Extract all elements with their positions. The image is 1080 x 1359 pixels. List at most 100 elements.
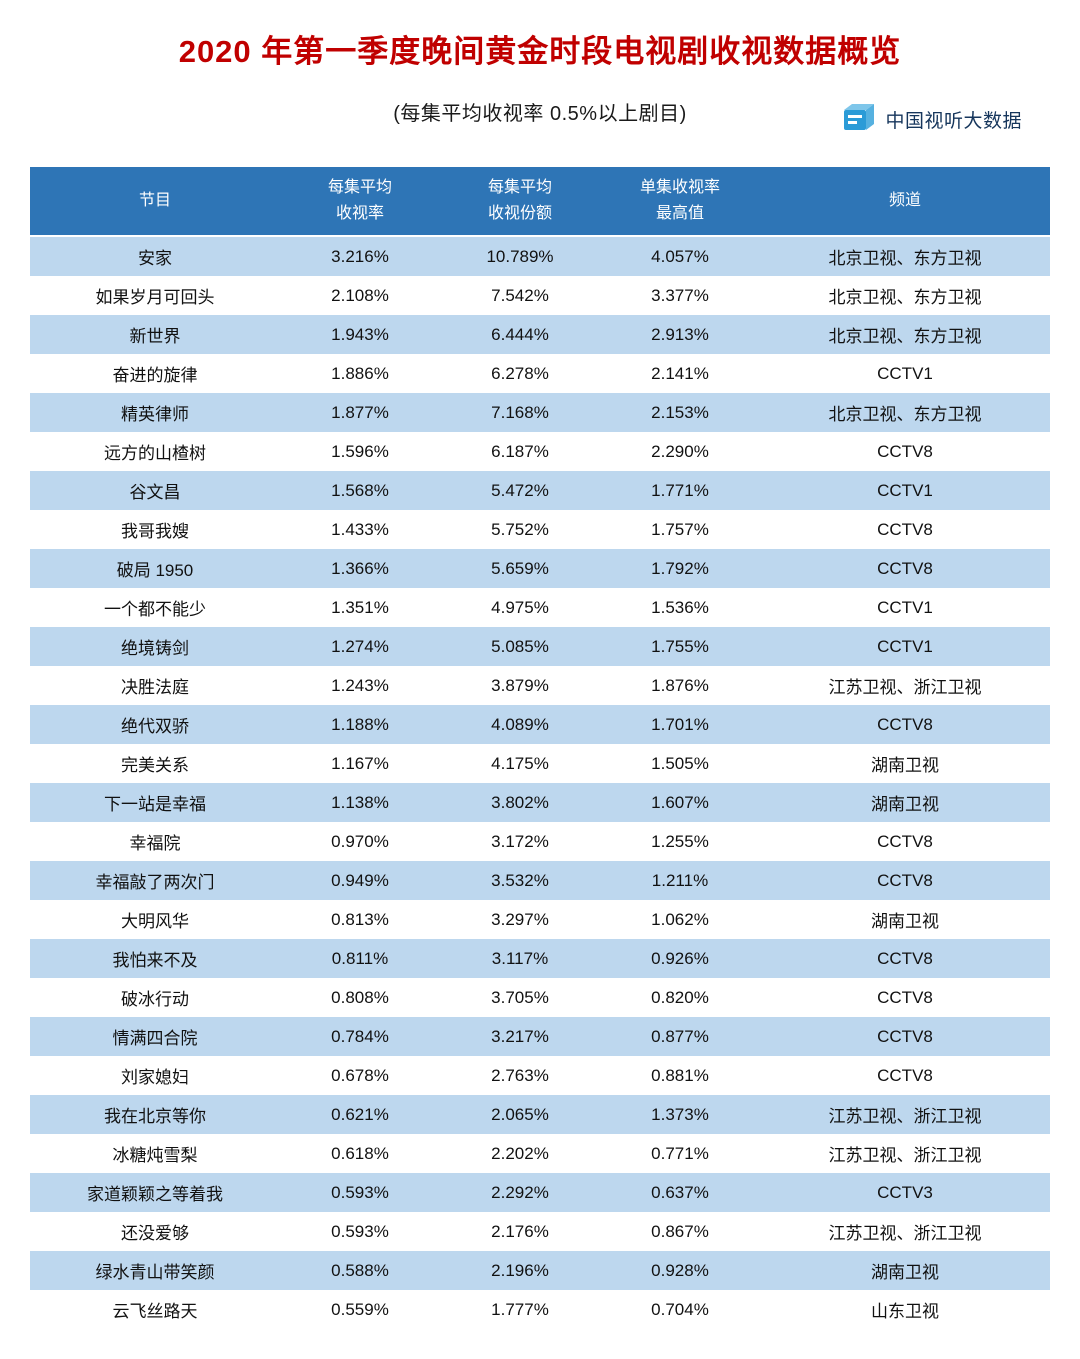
program-cell: 幸福敲了两次门 — [95, 873, 215, 892]
avg-share-cell: 5.752% — [491, 519, 549, 539]
avg-rating-cell: 0.949% — [331, 870, 389, 890]
table-row: 决胜法庭 1.243% 3.879% 1.876% 江苏卫视、浙江卫视 — [30, 666, 1050, 705]
max-rating-cell: 2.153% — [651, 402, 709, 422]
ratings-table: 节目 每集平均 收视率 每集平均 收视份额 单集收视率 最高值 频道 安家 3.2… — [30, 167, 1050, 1329]
avg-rating-cell: 0.813% — [331, 909, 389, 929]
program-cell: 还没爱够 — [121, 1224, 189, 1243]
program-cell: 绝代双骄 — [121, 717, 189, 736]
channel-cell: CCTV1 — [877, 597, 933, 617]
table-row: 家道颖颖之等着我 0.593% 2.292% 0.637% CCTV3 — [30, 1173, 1050, 1212]
channel-cell: 江苏卫视、浙江卫视 — [828, 678, 982, 697]
channel-cell: CCTV1 — [877, 636, 933, 656]
avg-rating-cell: 1.596% — [331, 441, 389, 461]
channel-cell: 北京卫视、东方卫视 — [828, 249, 982, 268]
avg-share-cell: 4.089% — [491, 714, 549, 734]
channel-cell: 湖南卫视 — [871, 756, 939, 775]
avg-rating-cell: 1.138% — [331, 792, 389, 812]
program-cell: 谷文昌 — [129, 483, 181, 502]
avg-share-cell: 1.777% — [491, 1299, 549, 1319]
avg-share-cell: 6.444% — [491, 324, 549, 344]
table-row: 远方的山楂树 1.596% 6.187% 2.290% CCTV8 — [30, 432, 1050, 471]
max-rating-cell: 1.211% — [651, 870, 709, 890]
header-line: 节目 — [138, 192, 171, 210]
table-row: 安家 3.216% 10.789% 4.057% 北京卫视、东方卫视 — [30, 237, 1050, 276]
channel-cell: 北京卫视、东方卫视 — [828, 405, 982, 424]
max-rating-cell: 1.062% — [651, 909, 709, 929]
max-rating-cell: 1.701% — [651, 714, 709, 734]
table-row: 精英律师 1.877% 7.168% 2.153% 北京卫视、东方卫视 — [30, 393, 1050, 432]
program-cell: 情满四合院 — [112, 1029, 198, 1048]
program-cell: 云飞丝路天 — [112, 1302, 198, 1321]
header-program: 节目 — [30, 167, 280, 235]
avg-share-cell: 2.065% — [491, 1104, 549, 1124]
avg-share-cell: 3.297% — [491, 909, 549, 929]
program-cell: 我哥我嫂 — [121, 522, 189, 541]
avg-rating-cell: 0.593% — [331, 1182, 389, 1202]
table-row: 云飞丝路天 0.559% 1.777% 0.704% 山东卫视 — [30, 1290, 1050, 1329]
avg-rating-cell: 1.433% — [331, 519, 389, 539]
table-row: 幸福院 0.970% 3.172% 1.255% CCTV8 — [30, 822, 1050, 861]
max-rating-cell: 1.876% — [651, 675, 709, 695]
avg-share-cell: 2.176% — [491, 1221, 549, 1241]
max-rating-cell: 1.792% — [651, 558, 709, 578]
table-row: 如果岁月可回头 2.108% 7.542% 3.377% 北京卫视、东方卫视 — [30, 276, 1050, 315]
max-rating-cell: 0.704% — [651, 1299, 709, 1319]
avg-share-cell: 4.975% — [491, 597, 549, 617]
max-rating-cell: 1.771% — [651, 480, 709, 500]
channel-cell: CCTV8 — [877, 714, 933, 734]
program-cell: 精英律师 — [121, 405, 189, 424]
avg-share-cell: 3.532% — [491, 870, 549, 890]
avg-share-cell: 3.705% — [491, 987, 549, 1007]
table-row: 冰糖炖雪梨 0.618% 2.202% 0.771% 江苏卫视、浙江卫视 — [30, 1134, 1050, 1173]
avg-share-cell: 7.542% — [491, 285, 549, 305]
table-row: 幸福敲了两次门 0.949% 3.532% 1.211% CCTV8 — [30, 861, 1050, 900]
program-cell: 一个都不能少 — [104, 600, 206, 619]
header-avg-rating: 每集平均 收视率 — [280, 167, 440, 235]
table-header: 节目 每集平均 收视率 每集平均 收视份额 单集收视率 最高值 频道 — [30, 167, 1050, 237]
avg-share-cell: 2.196% — [491, 1260, 549, 1280]
header-line: 单集收视率 — [639, 179, 720, 197]
avg-rating-cell: 1.167% — [331, 753, 389, 773]
table-row: 破局 1950 1.366% 5.659% 1.792% CCTV8 — [30, 549, 1050, 588]
table-row: 大明风华 0.813% 3.297% 1.062% 湖南卫视 — [30, 900, 1050, 939]
max-rating-cell: 0.637% — [651, 1182, 709, 1202]
table-row: 我哥我嫂 1.433% 5.752% 1.757% CCTV8 — [30, 510, 1050, 549]
channel-cell: CCTV8 — [877, 558, 933, 578]
max-rating-cell: 0.928% — [651, 1260, 709, 1280]
avg-rating-cell: 0.588% — [331, 1260, 389, 1280]
max-rating-cell: 0.867% — [651, 1221, 709, 1241]
max-rating-cell: 1.255% — [651, 831, 709, 851]
table-row: 新世界 1.943% 6.444% 2.913% 北京卫视、东方卫视 — [30, 315, 1050, 354]
header-avg-share: 每集平均 收视份额 — [440, 167, 600, 235]
table-row: 还没爱够 0.593% 2.176% 0.867% 江苏卫视、浙江卫视 — [30, 1212, 1050, 1251]
header-line: 每集平均 — [327, 179, 392, 197]
table-row: 我在北京等你 0.621% 2.065% 1.373% 江苏卫视、浙江卫视 — [30, 1095, 1050, 1134]
program-cell: 幸福院 — [129, 834, 181, 853]
channel-cell: 江苏卫视、浙江卫视 — [828, 1146, 982, 1165]
header-line: 频道 — [888, 192, 921, 210]
program-cell: 破局 1950 — [116, 561, 194, 580]
channel-cell: CCTV1 — [877, 363, 933, 383]
avg-rating-cell: 1.877% — [331, 402, 389, 422]
avg-rating-cell: 0.811% — [331, 948, 389, 968]
avg-share-cell: 6.187% — [491, 441, 549, 461]
avg-share-cell: 3.117% — [491, 948, 549, 968]
max-rating-cell: 1.755% — [651, 636, 709, 656]
avg-share-cell: 5.659% — [491, 558, 549, 578]
avg-rating-cell: 1.274% — [331, 636, 389, 656]
program-cell: 安家 — [138, 249, 172, 268]
avg-rating-cell: 0.678% — [331, 1065, 389, 1085]
program-cell: 绿水青山带笑颜 — [95, 1263, 215, 1282]
avg-rating-cell: 1.351% — [331, 597, 389, 617]
avg-share-cell: 5.472% — [491, 480, 549, 500]
avg-share-cell: 4.175% — [491, 753, 549, 773]
max-rating-cell: 1.607% — [651, 792, 709, 812]
table-row: 破冰行动 0.808% 3.705% 0.820% CCTV8 — [30, 978, 1050, 1017]
avg-rating-cell: 1.243% — [331, 675, 389, 695]
channel-cell: 江苏卫视、浙江卫视 — [828, 1107, 982, 1126]
max-rating-cell: 0.820% — [651, 987, 709, 1007]
avg-share-cell: 3.217% — [491, 1026, 549, 1046]
avg-rating-cell: 1.188% — [331, 714, 389, 734]
program-cell: 冰糖炖雪梨 — [112, 1146, 198, 1165]
avg-rating-cell: 0.808% — [331, 987, 389, 1007]
